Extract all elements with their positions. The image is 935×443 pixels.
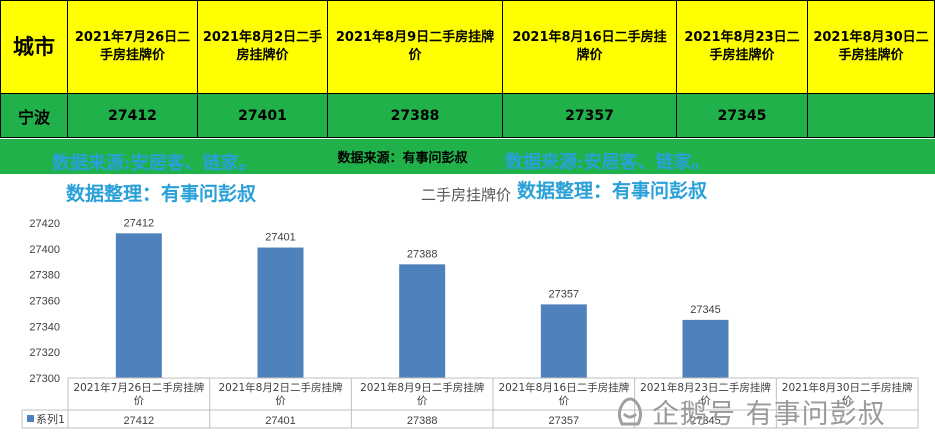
table-data-row: 宁波 27412 27401 27388 27357 27345 — [0, 94, 935, 138]
data-table-value-1: 27412 — [124, 415, 155, 427]
bar-data-label-2: 27401 — [265, 232, 296, 244]
source-note: 数据来源：有事问彭叔 — [337, 151, 468, 166]
value-cell-2: 27401 — [198, 94, 328, 138]
header-date-1: 2021年7月26日二手房挂牌价 — [68, 0, 198, 94]
bar-4 — [540, 304, 587, 378]
price-table: 城市 2021年7月26日二手房挂牌价 2021年8月2日二手房挂牌价 2021… — [0, 0, 935, 138]
value-cell-1: 27412 — [68, 94, 198, 138]
header-city: 城市 — [0, 0, 68, 94]
table-header-row: 城市 2021年7月26日二手房挂牌价 2021年8月2日二手房挂牌价 2021… — [0, 0, 935, 94]
legend-swatch — [27, 415, 34, 422]
value-cell-5: 27345 — [677, 94, 808, 138]
header-date-4: 2021年8月16日二手房挂牌价 — [503, 0, 677, 94]
y-tick-label-3: 27360 — [29, 296, 60, 308]
data-table-value-2: 27401 — [265, 415, 296, 427]
legend-series-name: 系列1 — [36, 412, 65, 426]
y-tick-label-1: 27320 — [29, 347, 60, 359]
x-category-label-2: 2021年8月2日二手房挂牌价 — [218, 381, 343, 407]
header-date-2: 2021年8月2日二手房挂牌价 — [198, 0, 328, 94]
data-table-value-5: 27345 — [690, 415, 721, 427]
bar-data-label-1: 27412 — [124, 217, 155, 229]
watermark-source-left: 数据来源:安居客、链家。 — [52, 153, 257, 174]
source-band — [0, 139, 935, 174]
watermark-organize-left: 数据整理：有事问彭叔 — [66, 183, 257, 205]
header-date-3: 2021年8月9日二手房挂牌价 — [328, 0, 503, 94]
y-tick-label-2: 27340 — [29, 321, 60, 333]
y-tick-label-0: 27300 — [29, 373, 60, 385]
city-cell: 宁波 — [0, 94, 68, 138]
x-category-label-3: 2021年8月9日二手房挂牌价 — [360, 381, 485, 407]
bar-1 — [115, 233, 162, 378]
watermark-source-right: 数据来源:安居客、链家。 — [505, 152, 710, 173]
value-cell-3: 27388 — [328, 94, 503, 138]
watermark-organize-right: 数据整理：有事问彭叔 — [517, 180, 708, 202]
header-date-6: 2021年8月30日二手房挂牌价 — [808, 0, 935, 94]
value-cell-6 — [808, 94, 935, 138]
y-tick-label-5: 27400 — [29, 244, 60, 256]
bar-5 — [682, 319, 729, 378]
x-category-label-5: 2021年8月23日二手房挂牌价 — [640, 381, 771, 407]
y-tick-label-6: 27420 — [29, 218, 60, 230]
x-category-label-4: 2021年8月16日二手房挂牌价 — [498, 381, 629, 407]
bar-data-label-3: 27388 — [407, 248, 438, 260]
data-table-value-3: 27388 — [407, 415, 438, 427]
data-table-value-4: 27357 — [549, 415, 580, 427]
penguin-logo-icon — [617, 397, 643, 426]
x-category-label-1: 2021年7月26日二手房挂牌价 — [73, 381, 204, 407]
brand-watermark: 企鹅号 有事问彭叔 — [652, 399, 886, 430]
header-date-5: 2021年8月23日二手房挂牌价 — [677, 0, 808, 94]
chart-title: 二手房挂牌价 — [421, 186, 511, 204]
y-tick-label-4: 27380 — [29, 270, 60, 282]
bar-2 — [257, 247, 304, 378]
bar-3 — [399, 264, 446, 378]
value-cell-4: 27357 — [503, 94, 677, 138]
bar-data-label-4: 27357 — [549, 288, 580, 300]
bar-data-label-5: 27345 — [690, 304, 721, 316]
x-category-label-6: 2021年8月30日二手房挂牌价 — [782, 381, 913, 407]
